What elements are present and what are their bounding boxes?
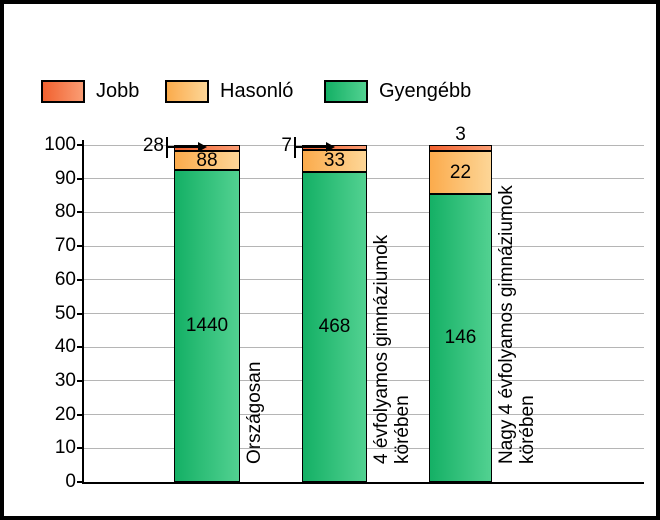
y-axis-tick [77,177,84,180]
legend-label-jobb: Jobb [96,80,140,102]
y-axis-tick [77,413,84,416]
category-label: Országosan [244,361,265,464]
category-label: Nagy 4 évfolyamos gimnáziumok körében [496,185,538,464]
annotation-jobb-value: 3 [455,124,466,145]
y-axis-tick [77,481,84,483]
y-axis-label: 50 [54,302,76,324]
x-axis-line [82,482,644,484]
segment-value-gyengebb: 468 [318,316,351,337]
y-axis-label: 100 [44,134,76,155]
y-axis-label: 90 [54,167,76,189]
legend: Jobb Hasonló Gyengébb [4,78,656,104]
y-axis-tick [77,245,84,248]
y-axis-label: 10 [54,437,76,459]
legend-label-hasonlo: Hasonló [220,80,294,102]
annotation-jobb-value: 28 [142,135,164,156]
annotation-arrow-head-icon [326,142,335,152]
legend-swatch-gyengebb-icon [324,79,368,103]
y-axis-tick [77,312,84,315]
annotation-jobb-value: 7 [281,135,292,156]
annotation-arrow-line [295,146,327,148]
annotation-arrow-line [167,146,199,148]
y-axis-label: 30 [54,369,76,391]
segment-gyengebb [302,172,367,482]
category-label: 4 évfolyamos gimnáziumok körében [371,234,413,464]
y-axis-tick [77,379,84,382]
segment-value-hasonlo: 88 [196,149,218,171]
segment-value-hasonlo: 33 [323,150,346,171]
segment-gyengebb [429,194,492,482]
legend-item-hasonlo: Hasonló [165,78,293,104]
legend-item-gyengebb: Gyengébb [324,78,471,104]
y-axis-label: 0 [65,471,76,492]
legend-label-gyengebb: Gyengébb [379,80,472,102]
bar-2 [302,145,367,482]
bar-3 [429,145,492,482]
plot-area: 0 10 20 30 40 50 60 70 80 90 100 88 1440 28 Országosan… [44,124,644,492]
legend-swatch-hasonlo-icon [165,79,209,103]
legend-item-jobb: Jobb [41,78,139,104]
y-axis-label: 70 [54,235,76,257]
segment-gyengebb [174,170,240,482]
y-axis-label: 40 [54,336,76,358]
segment-value-gyengebb: 1440 [185,315,229,336]
segment-jobb [174,145,240,151]
y-axis-line [82,140,84,484]
segment-jobb [429,145,492,151]
y-axis-label: 60 [54,268,76,290]
y-axis-tick [77,144,84,146]
segment-hasonlo [429,151,492,194]
segment-value-hasonlo: 22 [449,161,472,183]
segment-hasonlo [174,151,240,170]
bar-1 [174,145,240,482]
y-axis-tick [77,211,84,214]
y-axis-tick [77,346,84,349]
segment-value-gyengebb: 146 [444,327,477,348]
legend-swatch-jobb-icon [41,79,85,103]
annotation-arrow-head-icon [198,142,207,152]
y-axis-label: 80 [54,201,76,223]
y-axis-label: 20 [54,403,76,425]
y-axis-tick [77,447,84,450]
y-axis-tick [77,278,84,281]
